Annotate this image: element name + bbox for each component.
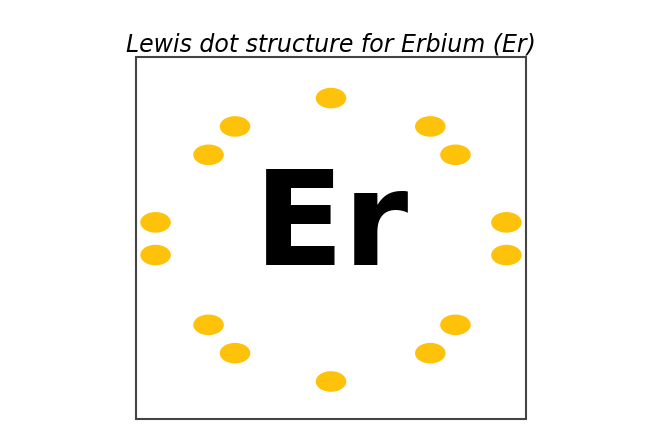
Circle shape [492,213,521,232]
Circle shape [441,145,470,164]
Circle shape [141,213,170,232]
Circle shape [416,117,445,136]
Text: Er: Er [254,165,408,293]
Circle shape [141,245,170,265]
Circle shape [316,372,346,391]
Circle shape [194,315,223,334]
Circle shape [316,89,346,108]
Circle shape [492,245,521,265]
Circle shape [194,145,223,164]
Circle shape [220,344,250,363]
Bar [136,57,526,419]
Circle shape [441,315,470,334]
Text: Lewis dot structure for Erbium (Er): Lewis dot structure for Erbium (Er) [126,33,536,57]
Circle shape [416,344,445,363]
Circle shape [220,117,250,136]
